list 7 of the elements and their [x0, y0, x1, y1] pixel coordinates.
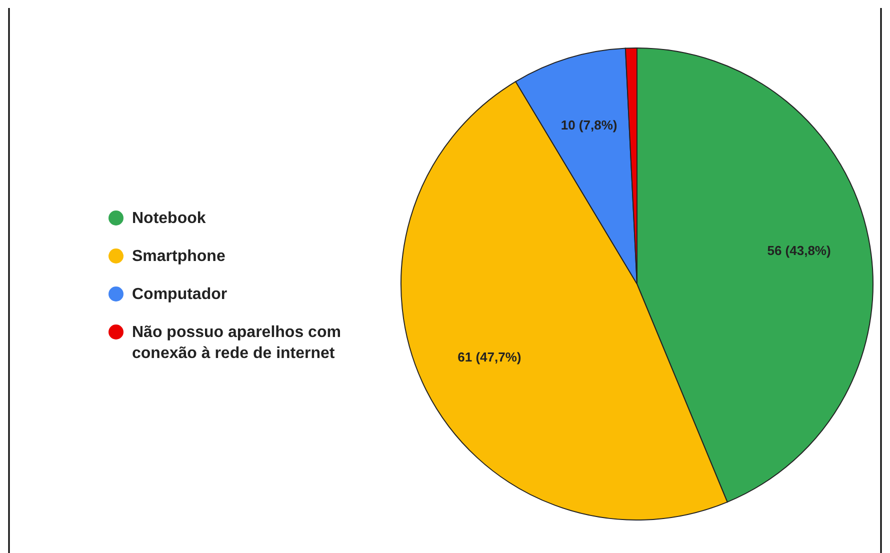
- data-label: 56 (43,8%): [767, 243, 831, 258]
- legend-label: Computador: [132, 286, 228, 303]
- legend-label: Notebook: [132, 210, 206, 227]
- data-label: 61 (47,7%): [458, 350, 522, 365]
- legend-label: Não possuo aparelhos com conexão à rede de internet: [132, 324, 341, 362]
- data-label: 10 (7,8%): [560, 117, 618, 132]
- legend-label: Smartphone: [132, 248, 226, 265]
